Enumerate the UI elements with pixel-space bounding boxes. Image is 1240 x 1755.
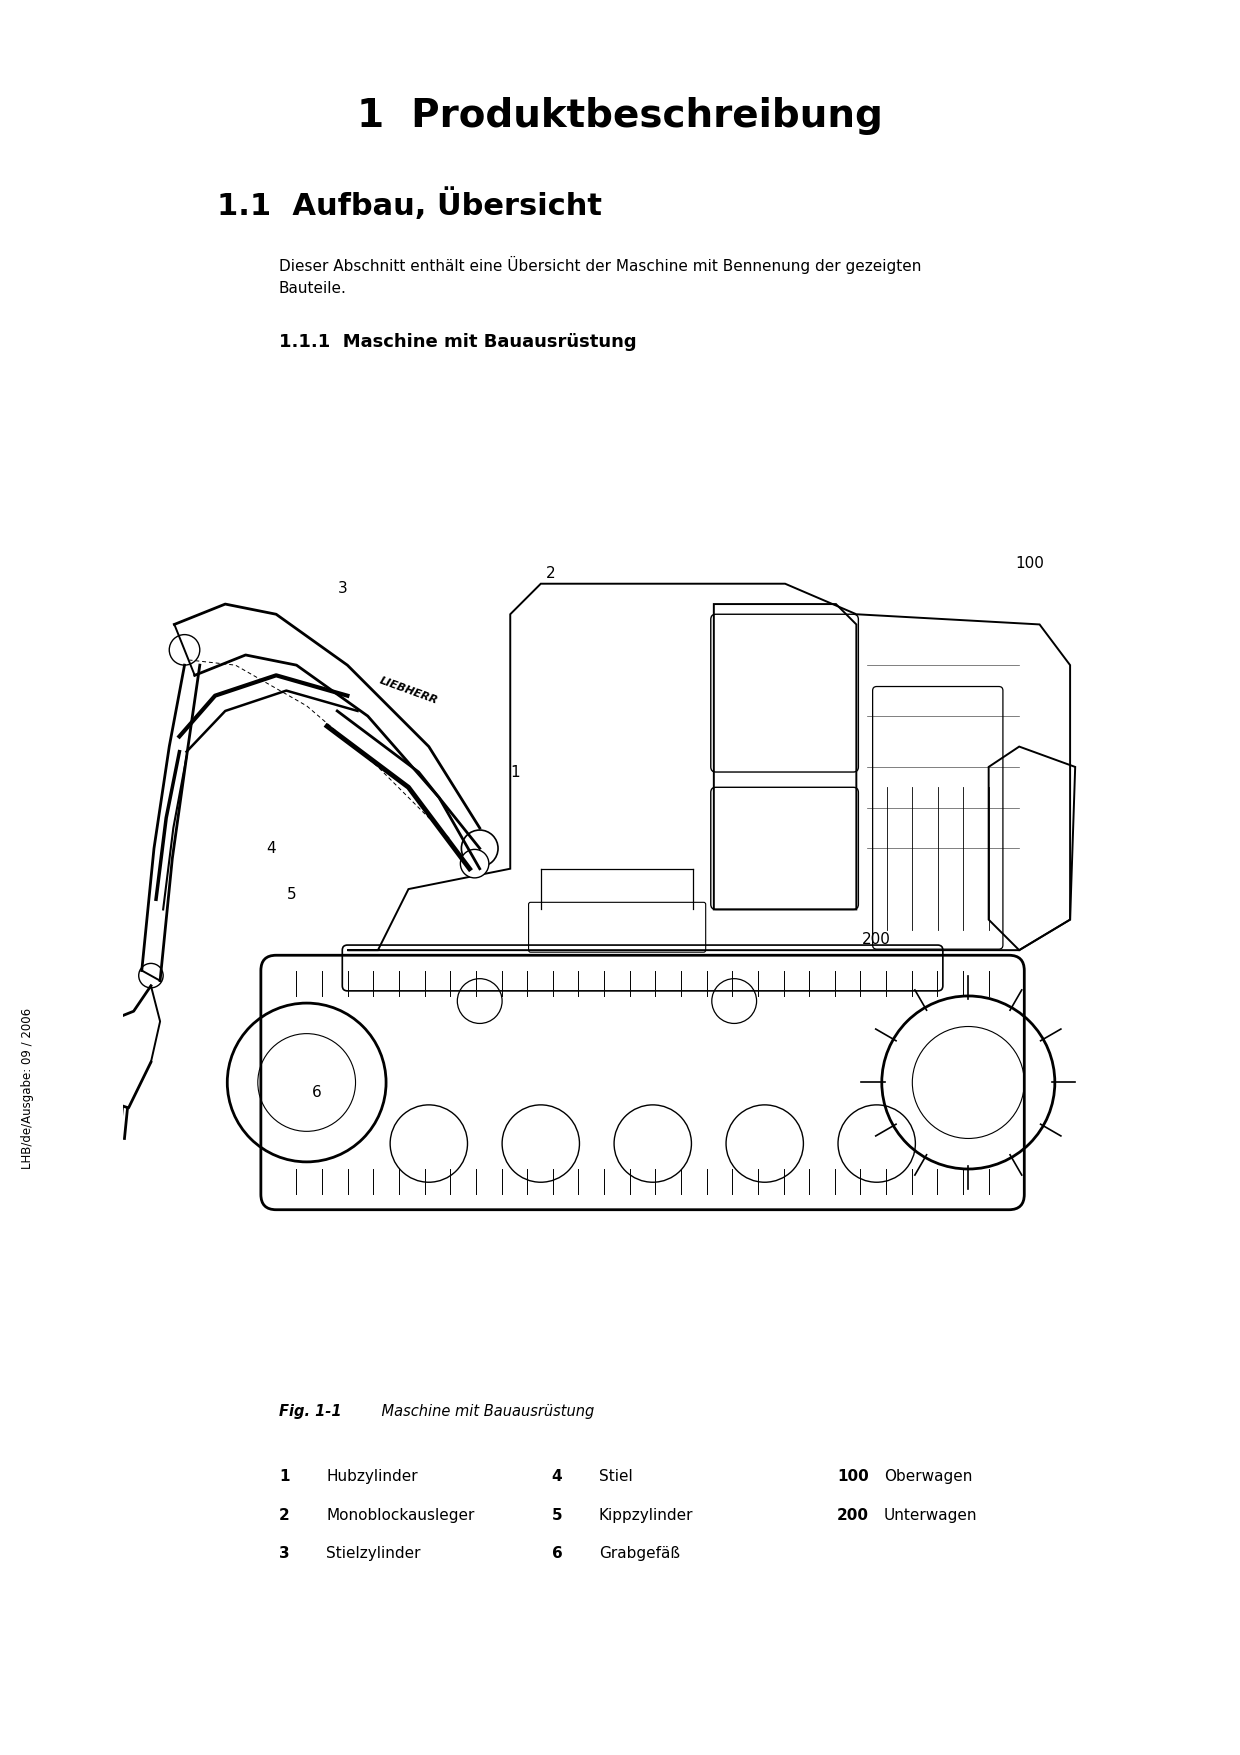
Text: 1  Produktbeschreibung: 1 Produktbeschreibung [357,97,883,135]
Text: Stielzylinder: Stielzylinder [326,1546,420,1562]
Text: 2: 2 [279,1508,290,1523]
Circle shape [460,849,489,878]
Text: 5: 5 [286,886,296,902]
Text: Hubzylinder: Hubzylinder [326,1469,418,1485]
Text: 4: 4 [267,841,275,856]
Text: 1: 1 [279,1469,289,1485]
Text: 2: 2 [546,567,556,581]
Text: LHB/de/Ausgabe: 09 / 2006: LHB/de/Ausgabe: 09 / 2006 [21,1007,33,1169]
Text: Stiel: Stiel [599,1469,632,1485]
Text: 5: 5 [552,1508,563,1523]
Text: Fig. 1-1: Fig. 1-1 [279,1404,341,1420]
Text: Grabgefäß: Grabgefäß [599,1546,680,1562]
Text: Maschine mit Bauausrüstung: Maschine mit Bauausrüstung [363,1404,594,1420]
Text: Monoblockausleger: Monoblockausleger [326,1508,475,1523]
Text: Dieser Abschnitt enthält eine Übersicht der Maschine mit Bennenung der gezeigten: Dieser Abschnitt enthält eine Übersicht … [279,256,921,297]
Text: 3: 3 [337,581,347,597]
Circle shape [461,830,498,867]
Text: 3: 3 [279,1546,290,1562]
Text: 1.1  Aufbau, Übersicht: 1.1 Aufbau, Übersicht [217,188,601,221]
Text: 200: 200 [862,932,892,948]
Text: Kippzylinder: Kippzylinder [599,1508,693,1523]
Text: 1.1.1  Maschine mit Bauausrüstung: 1.1.1 Maschine mit Bauausrüstung [279,333,636,351]
Text: 100: 100 [837,1469,869,1485]
Text: Unterwagen: Unterwagen [884,1508,977,1523]
Text: 1: 1 [511,765,520,779]
Text: Oberwagen: Oberwagen [884,1469,972,1485]
Text: LIEBHERR: LIEBHERR [378,676,439,706]
Text: 200: 200 [837,1508,869,1523]
Text: 100: 100 [1016,556,1044,570]
Text: 4: 4 [552,1469,563,1485]
Text: 6: 6 [312,1085,321,1100]
Text: 6: 6 [552,1546,563,1562]
